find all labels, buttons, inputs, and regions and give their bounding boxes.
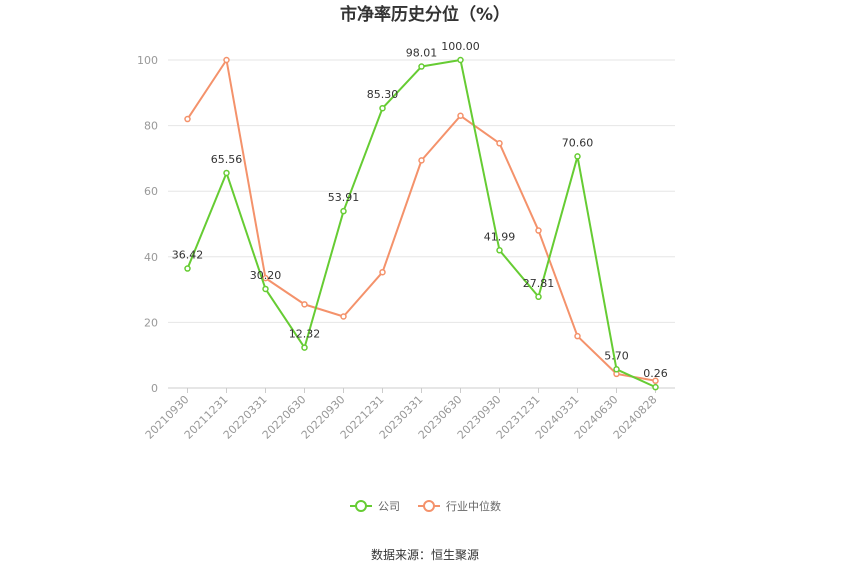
legend-label: 公司 bbox=[378, 500, 400, 513]
data-point bbox=[613, 366, 620, 373]
data-point bbox=[301, 301, 308, 308]
data-point bbox=[535, 293, 542, 301]
legend[interactable]: 公司 行业中位数 bbox=[350, 499, 501, 513]
data-label: 53.91 bbox=[328, 191, 360, 204]
data-point bbox=[262, 285, 269, 293]
data-point bbox=[574, 332, 581, 340]
data-point bbox=[223, 169, 230, 177]
data-label: 98.01 bbox=[406, 47, 438, 60]
series-line-0 bbox=[186, 59, 656, 389]
data-point bbox=[184, 115, 191, 123]
data-point bbox=[652, 383, 659, 391]
data-labels: 36.42 65.56 30.20 12.32 53.91 85.30 98.01100.0… bbox=[172, 40, 668, 380]
data-label: 0.26 bbox=[643, 367, 668, 380]
x-axis: 2021093020211231202203312022063020220930… bbox=[143, 387, 675, 442]
y-tick-label: 60 bbox=[144, 185, 158, 198]
data-label: 36.42 bbox=[172, 249, 204, 262]
data-point bbox=[379, 104, 386, 112]
y-axis: 0 20 40 60 80 100 bbox=[137, 54, 158, 395]
legend-item-0[interactable]: 公司 bbox=[350, 500, 400, 513]
data-label: 85.30 bbox=[367, 88, 399, 101]
y-tick-label: 100 bbox=[137, 54, 158, 67]
data-point bbox=[340, 207, 347, 215]
data-label: 100.00 bbox=[441, 40, 480, 53]
data-point bbox=[379, 268, 386, 276]
data-point bbox=[301, 344, 308, 351]
data-point bbox=[496, 140, 503, 147]
source-note: 数据来源：恒生聚源 bbox=[371, 547, 479, 562]
grid bbox=[168, 59, 675, 323]
y-tick-label: 0 bbox=[151, 382, 158, 395]
legend-marker bbox=[355, 500, 367, 512]
data-point bbox=[457, 112, 464, 120]
data-label: 12.32 bbox=[289, 328, 321, 341]
chart-title: 市净率历史分位（%） bbox=[340, 4, 510, 25]
data-point bbox=[262, 274, 269, 282]
data-point bbox=[340, 313, 347, 320]
data-point bbox=[457, 56, 464, 64]
data-label: 27.81 bbox=[523, 277, 555, 290]
y-tick-label: 20 bbox=[144, 316, 158, 329]
data-point bbox=[418, 63, 425, 70]
data-point bbox=[223, 56, 230, 64]
series-line-1 bbox=[186, 59, 656, 382]
data-label: 65.56 bbox=[211, 153, 243, 166]
data-point bbox=[535, 227, 542, 234]
y-tick-label: 40 bbox=[144, 251, 158, 264]
data-point bbox=[652, 377, 659, 385]
series-layer bbox=[184, 56, 659, 391]
data-point bbox=[496, 247, 503, 254]
data-label: 70.60 bbox=[562, 136, 594, 149]
data-point bbox=[418, 157, 425, 164]
data-label: 5.70 bbox=[604, 349, 629, 362]
legend-marker bbox=[423, 500, 435, 512]
data-label: 30.20 bbox=[250, 269, 282, 282]
data-label: 41.99 bbox=[484, 230, 516, 243]
legend-item-1[interactable]: 行业中位数 bbox=[418, 499, 501, 513]
legend-label: 行业中位数 bbox=[446, 499, 501, 513]
y-tick-label: 80 bbox=[144, 120, 158, 133]
data-point bbox=[184, 265, 191, 272]
data-point bbox=[574, 153, 581, 160]
